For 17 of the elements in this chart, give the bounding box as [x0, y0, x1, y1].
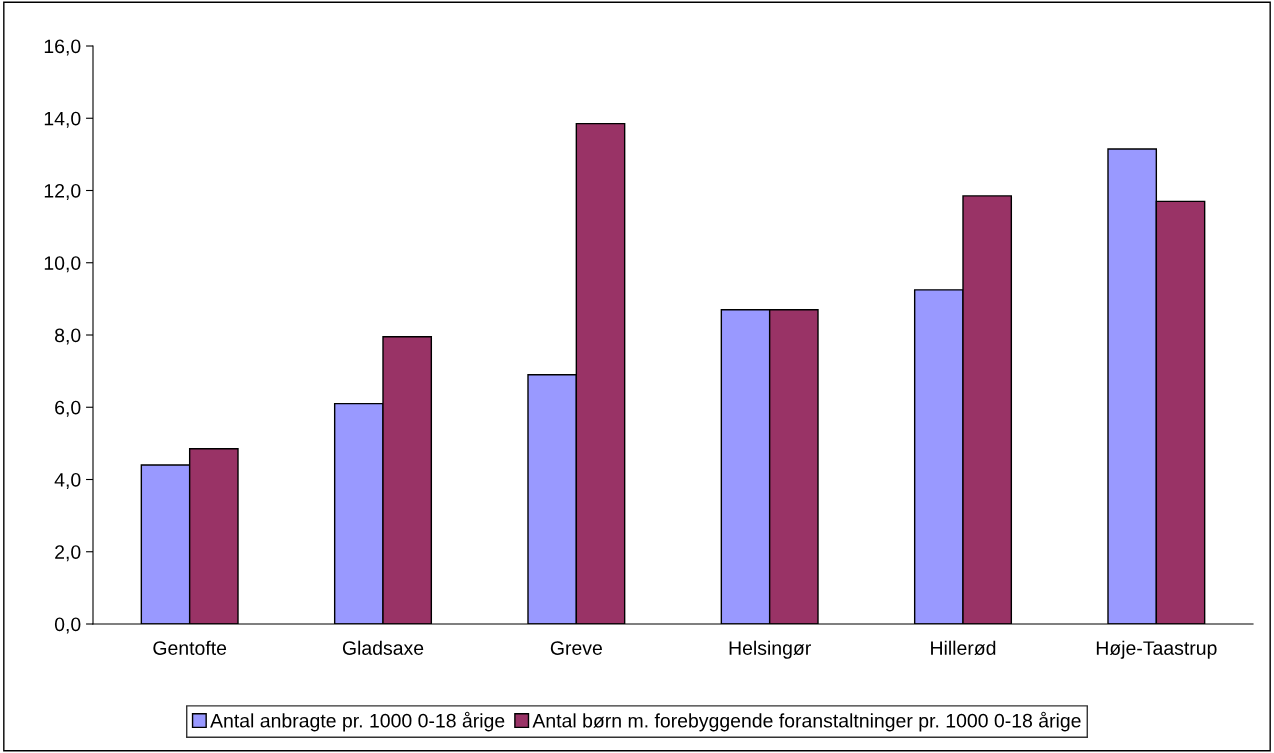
y-tick-label: 4,0 [54, 472, 81, 490]
y-tick-label: 14,0 [44, 111, 81, 128]
x-tick-label: Høje-Taastrup [1096, 640, 1217, 659]
x-tick-label: Helsingør [729, 640, 811, 659]
y-tick-label: 12,0 [44, 183, 81, 201]
y-tick-label: 10,0 [44, 256, 81, 273]
y-tick-label: 8,0 [55, 328, 81, 345]
x-tick-label: Hillerød [931, 640, 996, 656]
legend-label: Antal børn m. forebyggende foranstaltninger pr. 1000 0-18 årige [532, 711, 1081, 732]
y-tick-label: 16,0 [44, 39, 81, 56]
legend-label: Antal anbragte pr. 1000 0-18 årige [210, 711, 505, 732]
y-tick-label: 6,0 [55, 400, 81, 417]
y-tick-label: 0,0 [54, 617, 81, 634]
x-tick-label: Gentofte [153, 640, 227, 655]
y-tick-label: 2,0 [55, 545, 81, 562]
x-tick-label: Gladsaxe [342, 640, 424, 655]
x-tick-label: Greve [550, 641, 602, 655]
